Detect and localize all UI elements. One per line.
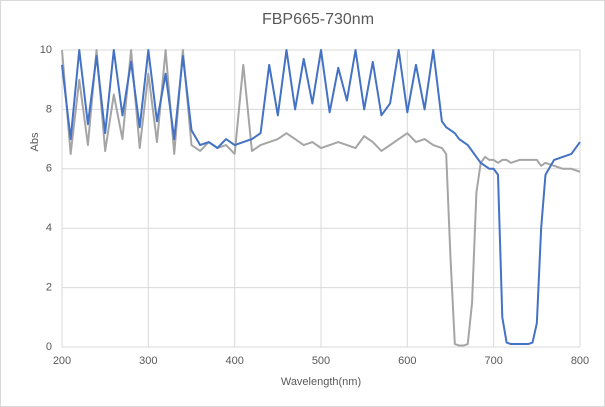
y-axis-label: Abs xyxy=(29,132,41,151)
data-line xyxy=(61,49,581,346)
y-tick-label: 6 xyxy=(46,163,52,175)
x-tick-label: 300 xyxy=(139,355,157,367)
chart-title: FBP665-730nm xyxy=(262,11,374,28)
x-tick-label: 800 xyxy=(571,355,589,367)
y-tick-label: 10 xyxy=(40,44,52,56)
y-tick-label: 8 xyxy=(46,103,52,115)
y-tick-label: 4 xyxy=(46,222,52,234)
y-tick-label: 2 xyxy=(46,282,52,294)
x-tick-label: 700 xyxy=(484,355,502,367)
x-tick-label: 400 xyxy=(225,355,243,367)
x-tick-label: 200 xyxy=(53,355,71,367)
x-tick-label: 600 xyxy=(398,355,416,367)
data-line xyxy=(61,49,581,347)
x-axis-label: Wavelength(nm) xyxy=(281,376,361,388)
y-tick-label: 0 xyxy=(46,341,52,353)
x-tick-label: 500 xyxy=(312,355,330,367)
